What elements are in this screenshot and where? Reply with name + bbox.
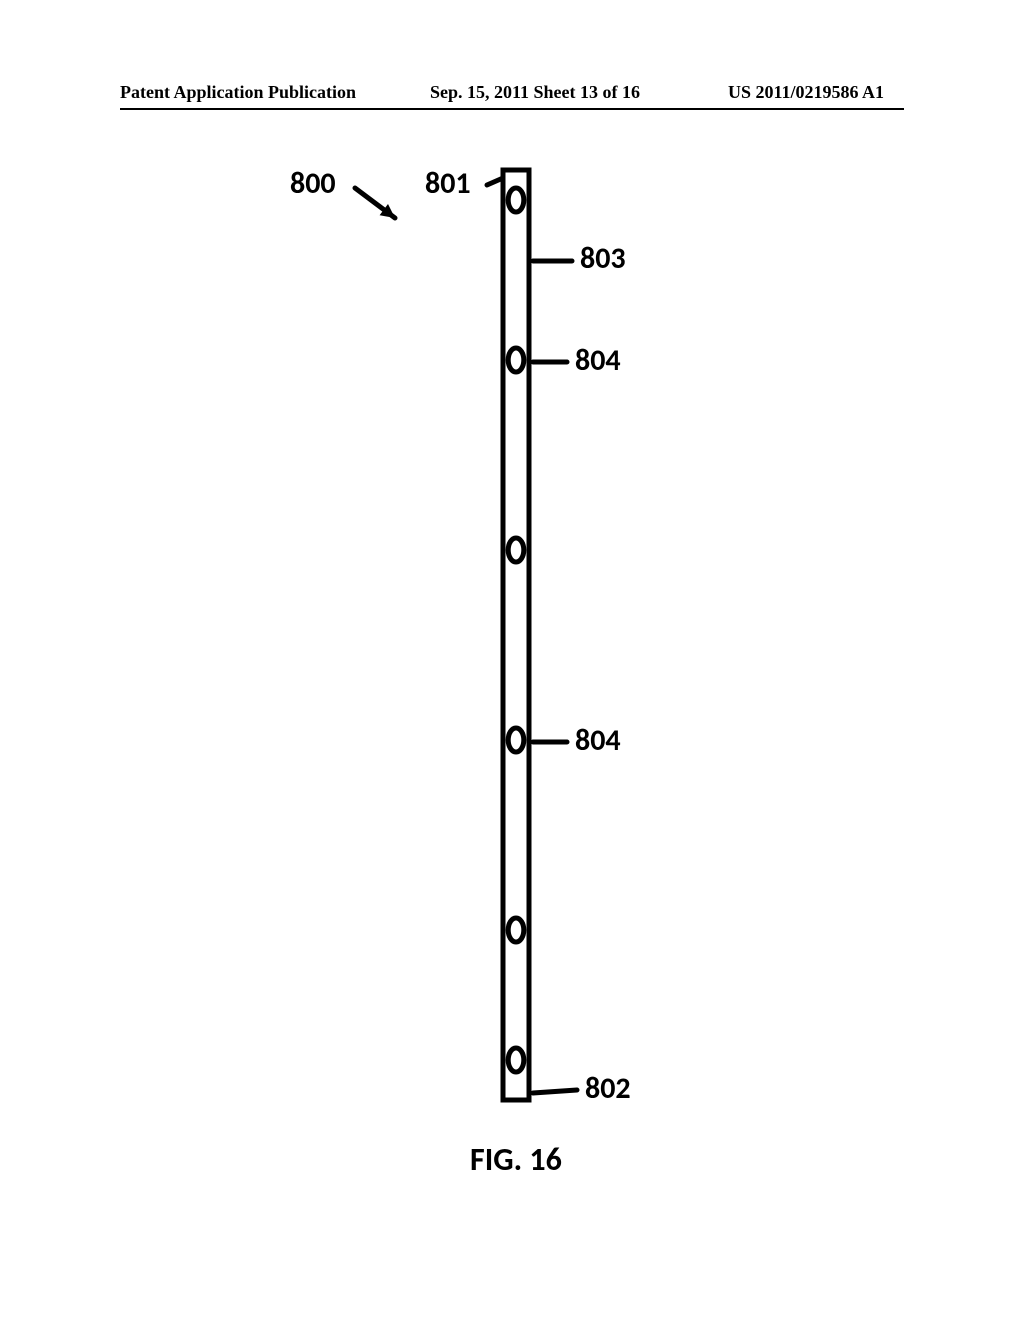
holes-group xyxy=(508,188,524,1072)
hole xyxy=(508,918,524,942)
arrow-800 xyxy=(355,188,395,218)
hole xyxy=(508,348,524,372)
figure-diagram xyxy=(0,0,1024,1320)
hole xyxy=(508,1048,524,1072)
ref-label-804: 804 xyxy=(575,722,621,759)
ref-label-804: 804 xyxy=(575,342,621,379)
ref-label-801: 801 xyxy=(425,165,471,202)
ref-label-803: 803 xyxy=(580,240,626,277)
ref-label-802: 802 xyxy=(585,1070,631,1107)
hole xyxy=(508,728,524,752)
hole xyxy=(508,188,524,212)
patent-page: Patent Application Publication Sep. 15, … xyxy=(0,0,1024,1320)
hole xyxy=(508,538,524,562)
figure-caption: FIG. 16 xyxy=(470,1140,562,1179)
leader-line xyxy=(533,1090,577,1093)
bar-outline xyxy=(503,170,529,1100)
ref-label-800: 800 xyxy=(290,165,336,202)
